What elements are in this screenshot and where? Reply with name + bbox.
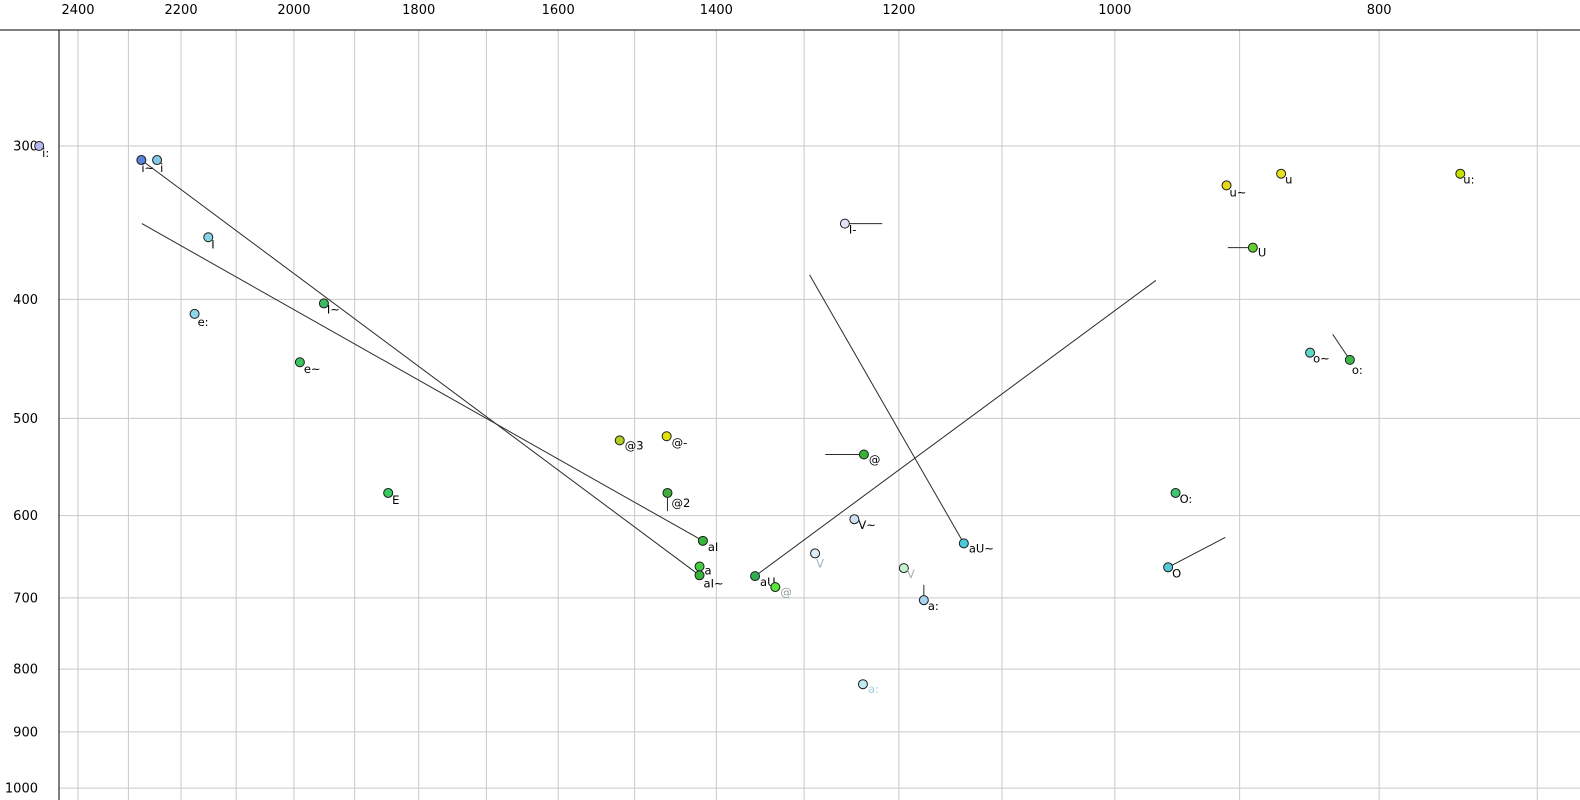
point-label-aI-11: aI: [708, 540, 718, 554]
point-label-I-3: I: [211, 237, 214, 251]
point-label-aI~-13: aI~: [704, 576, 724, 590]
point-label-o~-30: o~: [1313, 352, 1330, 366]
x-tick-2000: 2000: [277, 3, 310, 18]
trajectory-aI-trajectory: [141, 223, 704, 542]
point-label-i:-0: i:: [42, 146, 49, 160]
point-label-a:-21: a:: [928, 599, 939, 613]
point-a-12[interactable]: [694, 561, 705, 572]
point-label-a:-22: a:: [868, 682, 879, 696]
point-u:-28[interactable]: [1455, 168, 1466, 179]
point-label-V~-17: V~: [858, 518, 876, 532]
point-label-i~-1: i~: [141, 161, 154, 175]
point-U-29[interactable]: [1247, 242, 1258, 253]
point-label-@--9: @-: [672, 435, 688, 449]
point-label-a-12: a: [705, 563, 712, 577]
point-I-3[interactable]: [203, 232, 214, 243]
x-tick-800: 800: [1367, 3, 1392, 18]
point-i:-0[interactable]: [34, 141, 45, 151]
point-O-25[interactable]: [1163, 562, 1174, 573]
x-tick-1000: 1000: [1098, 3, 1131, 18]
point-label-e~-6: e~: [304, 362, 321, 376]
y-tick-800: 800: [13, 663, 38, 678]
point-label-u-27: u: [1285, 173, 1292, 187]
trajectory-aU~-trajectory: [809, 274, 965, 544]
point-E-7[interactable]: [383, 487, 394, 498]
point-aU~-23[interactable]: [958, 538, 969, 549]
trajectory-aI~-trajectory: [141, 159, 700, 576]
point-label-I~-5: I~: [327, 302, 340, 316]
point-O:-24[interactable]: [1170, 487, 1181, 498]
point-label-i-2: i: [160, 161, 163, 175]
point-aU-14[interactable]: [750, 571, 761, 582]
y-tick-600: 600: [13, 509, 38, 524]
point-o:-31[interactable]: [1344, 354, 1355, 365]
x-tick-2400: 2400: [61, 3, 94, 18]
point-label-V-20: V: [907, 567, 915, 581]
point-i-2[interactable]: [152, 155, 163, 166]
point-@2-10[interactable]: [662, 487, 673, 498]
y-tick-500: 500: [13, 412, 38, 427]
trajectory-o:-tick: [1332, 333, 1351, 361]
y-tick-900: 900: [13, 725, 38, 740]
point-label-@-15: @: [780, 585, 792, 599]
point-u-27[interactable]: [1276, 168, 1287, 179]
point-label-u:-28: u:: [1463, 173, 1474, 187]
point-label-O-25: O: [1172, 566, 1181, 580]
point-o~-30[interactable]: [1305, 347, 1316, 358]
point-label-U-29: U: [1258, 246, 1266, 260]
point-label-V-16: V: [816, 556, 824, 570]
point-label-o:-31: o:: [1352, 363, 1363, 377]
y-tick-400: 400: [13, 293, 38, 308]
point-V-16[interactable]: [810, 548, 821, 559]
point-V~-17[interactable]: [849, 514, 860, 525]
point-label-O:-24: O:: [1180, 492, 1193, 506]
point-label-u~-26: u~: [1230, 185, 1247, 199]
x-tick-1400: 1400: [700, 3, 733, 18]
point-a:-21[interactable]: [918, 595, 929, 606]
x-tick-1600: 1600: [542, 3, 575, 18]
point-V-20[interactable]: [898, 563, 909, 574]
point-e:-4[interactable]: [189, 308, 200, 319]
point-@3-8[interactable]: [614, 435, 625, 446]
x-tick-2200: 2200: [165, 3, 198, 18]
point-I~-5[interactable]: [318, 298, 329, 309]
point-label-I--19: I-: [849, 223, 857, 237]
y-tick-700: 700: [13, 591, 38, 606]
point-@-18[interactable]: [858, 449, 869, 460]
point-I--19[interactable]: [839, 218, 850, 229]
point-aI~-13[interactable]: [694, 570, 705, 581]
point-label-@2-10: @2: [671, 496, 690, 510]
y-tick-1000: 1000: [5, 782, 38, 797]
point-label-e:-4: e:: [198, 315, 209, 329]
trajectory-aU-trajectory: [754, 280, 1157, 577]
point-aI-11[interactable]: [697, 535, 708, 546]
x-tick-1200: 1200: [882, 3, 915, 18]
point-label-@-18: @: [869, 453, 881, 467]
point-i~-1[interactable]: [136, 155, 147, 166]
point-@--9[interactable]: [661, 431, 672, 442]
point-u~-26[interactable]: [1221, 180, 1232, 191]
point-label-@3-8: @3: [625, 438, 644, 452]
point-e~-6[interactable]: [294, 357, 305, 368]
y-tick-300: 300: [13, 140, 38, 155]
point-label-E-7: E: [392, 493, 399, 507]
trajectory-O-tick: [1167, 536, 1226, 568]
x-tick-1800: 1800: [402, 3, 435, 18]
point-a:-22[interactable]: [857, 679, 868, 690]
point-@-15[interactable]: [770, 582, 781, 593]
point-label-aU~-23: aU~: [969, 541, 994, 555]
